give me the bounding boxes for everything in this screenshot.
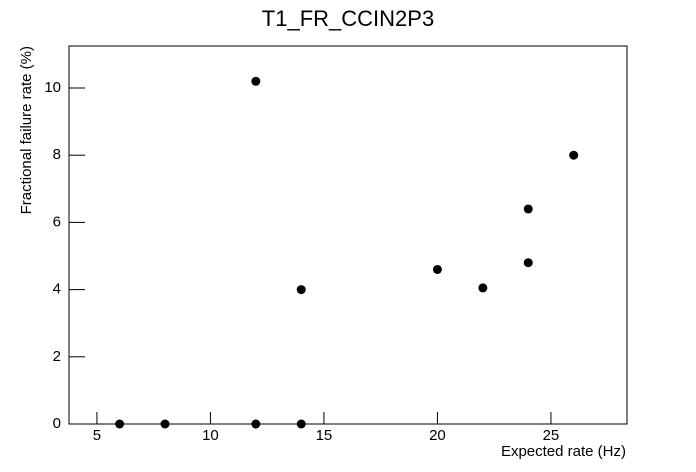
y-axis-label: Fractional failure rate (%): [18, 46, 35, 214]
data-point: [115, 419, 125, 429]
data-point: [296, 419, 306, 429]
y-tick-label: 6: [53, 213, 61, 230]
data-point: [296, 285, 306, 295]
y-tick-label: 0: [53, 415, 61, 432]
y-tick-label: 2: [53, 348, 61, 365]
data-point: [160, 419, 170, 429]
data-point: [523, 258, 533, 268]
data-point: [251, 76, 261, 86]
x-tick-label: 25: [543, 427, 560, 444]
data-point: [569, 150, 579, 160]
x-tick-label: 5: [93, 427, 101, 444]
y-tick-label: 4: [53, 281, 61, 298]
x-tick-label: 15: [316, 427, 333, 444]
x-axis-label: Expected rate (Hz): [501, 443, 626, 460]
data-point: [251, 419, 261, 429]
chart-title: T1_FR_CCIN2P3: [262, 6, 434, 31]
data-point: [523, 204, 533, 214]
x-tick-label: 10: [202, 427, 219, 444]
y-tick-label: 10: [44, 79, 61, 96]
x-tick-label: 20: [429, 427, 446, 444]
plot-frame: [68, 45, 628, 425]
y-tick-label: 8: [53, 146, 61, 163]
data-point: [432, 264, 442, 274]
data-point: [478, 283, 488, 293]
